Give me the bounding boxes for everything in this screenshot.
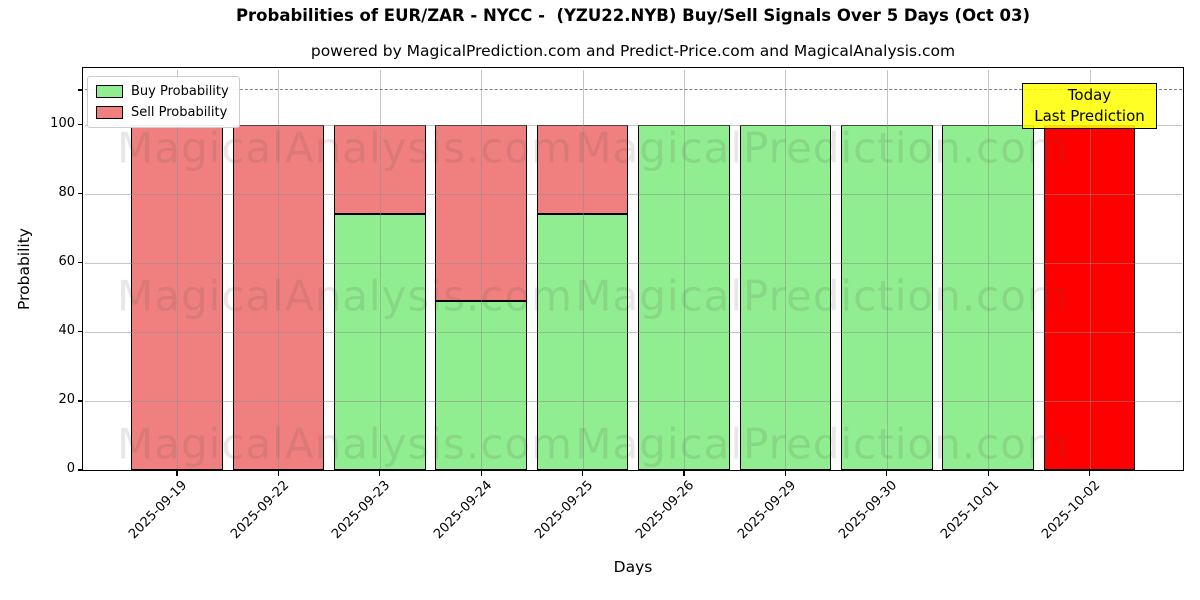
- x-tick-mark: [886, 470, 888, 476]
- x-tick-label: 2025-09-25: [532, 478, 597, 543]
- x-tick-mark: [784, 470, 787, 476]
- y-tick-label: 80: [58, 184, 75, 200]
- y-tick-mark: [77, 331, 83, 333]
- v-gridline: [886, 69, 888, 469]
- legend-label-sell: Sell Probability: [131, 105, 228, 120]
- x-tick-mark: [277, 470, 280, 476]
- x-tick-label: 2025-09-19: [126, 478, 191, 543]
- x-tick-label: 2025-10-01: [937, 478, 1002, 543]
- x-tick-mark: [581, 470, 584, 476]
- annotation-line-1: Today: [1067, 86, 1112, 104]
- v-gridline: [278, 69, 280, 469]
- v-gridline: [481, 69, 483, 469]
- y-tick-label: 40: [58, 322, 75, 338]
- legend-item-buy: Buy Probability: [96, 84, 229, 99]
- sell-swatch-icon: [96, 106, 123, 119]
- chart-subtitle: powered by MagicalPrediction.com and Pre…: [310, 42, 956, 60]
- x-tick-mark: [176, 470, 178, 476]
- h-gridline: [84, 400, 1182, 402]
- v-gridline: [785, 69, 787, 469]
- y-tick-mark: [77, 262, 83, 264]
- chart-title: Probabilities of EUR/ZAR - NYCC - (YZU22…: [235, 6, 1031, 25]
- legend: Buy Probability Sell Probability: [87, 76, 240, 128]
- x-tick-label: 2025-10-02: [1039, 478, 1104, 543]
- h-gridline: [84, 262, 1182, 264]
- h-gridline: [84, 124, 1182, 126]
- x-tick-mark: [480, 470, 482, 476]
- v-gridline: [988, 69, 990, 469]
- y-tick-label: 0: [66, 461, 75, 476]
- v-gridline: [1089, 69, 1091, 469]
- legend-label-buy: Buy Probability: [131, 84, 229, 99]
- y-tick-label: 20: [58, 391, 75, 407]
- y-axis-label: Probability: [15, 228, 33, 310]
- x-tick-mark: [379, 470, 381, 476]
- today-annotation: Today Last Prediction: [1022, 83, 1157, 129]
- watermark-text: MagicalAnalysis.com: [117, 271, 573, 321]
- x-tick-mark: [683, 470, 685, 476]
- v-gridline: [684, 69, 685, 469]
- buy-swatch-icon: [96, 85, 123, 98]
- h-gridline: [84, 193, 1182, 195]
- watermark-text: MagicalAnalysis.com: [117, 419, 573, 469]
- x-tick-label: 2025-09-22: [227, 478, 293, 543]
- annotation-line-2: Last Prediction: [1034, 107, 1145, 125]
- y-tick-mark: [77, 192, 83, 195]
- y-tick-mark: [77, 400, 83, 402]
- x-tick-label: 2025-09-23: [329, 478, 394, 543]
- x-tick-mark: [1088, 470, 1091, 476]
- y-tick-mark: [77, 469, 83, 471]
- v-gridline: [582, 69, 584, 469]
- y-tick-label: 60: [58, 253, 75, 269]
- x-tick-label: 2025-09-24: [430, 478, 495, 543]
- h-gridline: [84, 331, 1182, 333]
- y-tick-mark: [77, 123, 83, 126]
- y-tick-mark: [77, 89, 83, 91]
- x-tick-label: 2025-09-29: [734, 478, 800, 543]
- y-tick-label: 100: [50, 115, 75, 131]
- watermark-text: MagicalAnalysis.com: [117, 123, 573, 173]
- legend-item-sell: Sell Probability: [96, 105, 229, 120]
- x-tick-label: 2025-09-26: [633, 478, 698, 543]
- watermark-text: MagicalPrediction.com: [575, 271, 1069, 321]
- v-gridline: [379, 69, 381, 469]
- x-tick-mark: [987, 470, 989, 476]
- x-tick-label: 2025-09-30: [836, 478, 901, 543]
- watermark-text: MagicalPrediction.com: [575, 419, 1069, 469]
- v-gridline: [177, 69, 178, 469]
- watermark-text: MagicalPrediction.com: [575, 123, 1069, 173]
- x-axis-label: Days: [613, 558, 653, 576]
- threshold-line: [84, 88, 1182, 90]
